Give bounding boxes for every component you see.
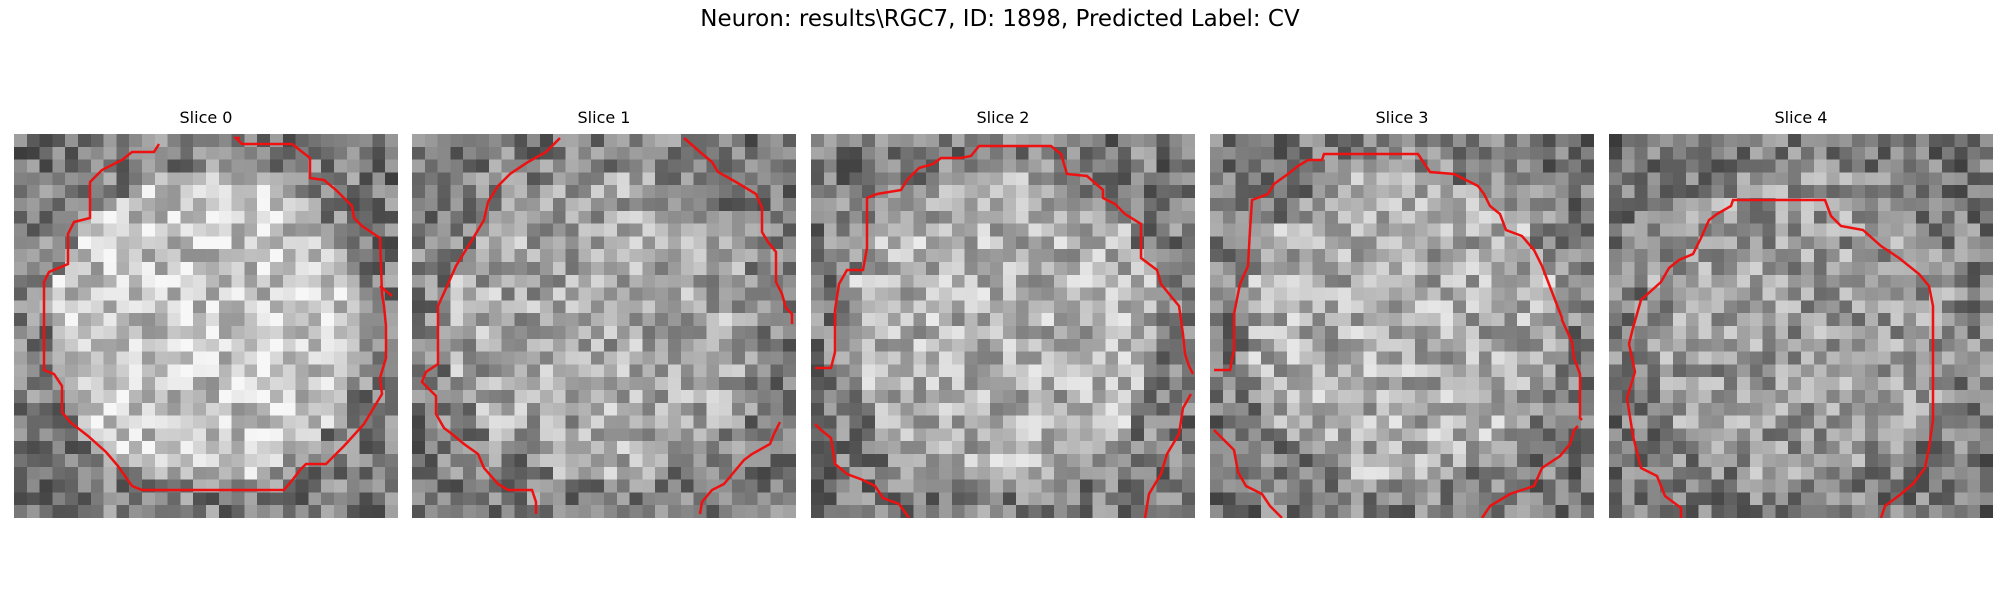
slice-2-title: Slice 2 — [976, 108, 1030, 127]
slice-4-panel — [1609, 134, 1993, 518]
slice-2-panel — [811, 134, 1195, 518]
slice-3-contour-bottom — [1213, 429, 1283, 518]
slice-2-contour-layer — [814, 144, 1195, 518]
slice-0-contour-layer — [42, 136, 393, 492]
slice-4-contour-layer — [1625, 198, 1935, 518]
slice-3-image — [1210, 134, 1594, 518]
slice-1-contour-layer — [420, 137, 794, 515]
slice-1-title: Slice 1 — [577, 108, 631, 127]
slice-0-panel — [14, 134, 398, 518]
slice-3-contour — [1214, 152, 1583, 421]
slice-0-contour — [42, 136, 388, 492]
slice-1-contour-right — [683, 137, 794, 324]
slice-4-title: Slice 4 — [1774, 108, 1828, 127]
slice-0-image — [14, 134, 398, 518]
slice-3-title: Slice 3 — [1375, 108, 1429, 127]
slice-2-contour-bottom — [814, 423, 911, 518]
slice-0-contour-edge — [379, 285, 393, 297]
slice-2-contour — [815, 144, 1195, 375]
slice-1-contour-bottom — [698, 421, 782, 515]
slice-1-panel — [412, 134, 796, 518]
figure-title: Neuron: results\RGC7, ID: 1898, Predicte… — [700, 6, 1300, 32]
slice-3-contour-bottom-right — [1480, 425, 1579, 518]
slice-4-contour — [1625, 198, 1935, 518]
slice-1-contour — [420, 137, 561, 514]
slice-0-title: Slice 0 — [179, 108, 233, 127]
slice-3-panel — [1210, 134, 1594, 518]
slice-3-contour-layer — [1213, 152, 1583, 518]
slice-2-contour-bottom-right — [1143, 393, 1193, 518]
slice-2-image — [811, 134, 1195, 518]
